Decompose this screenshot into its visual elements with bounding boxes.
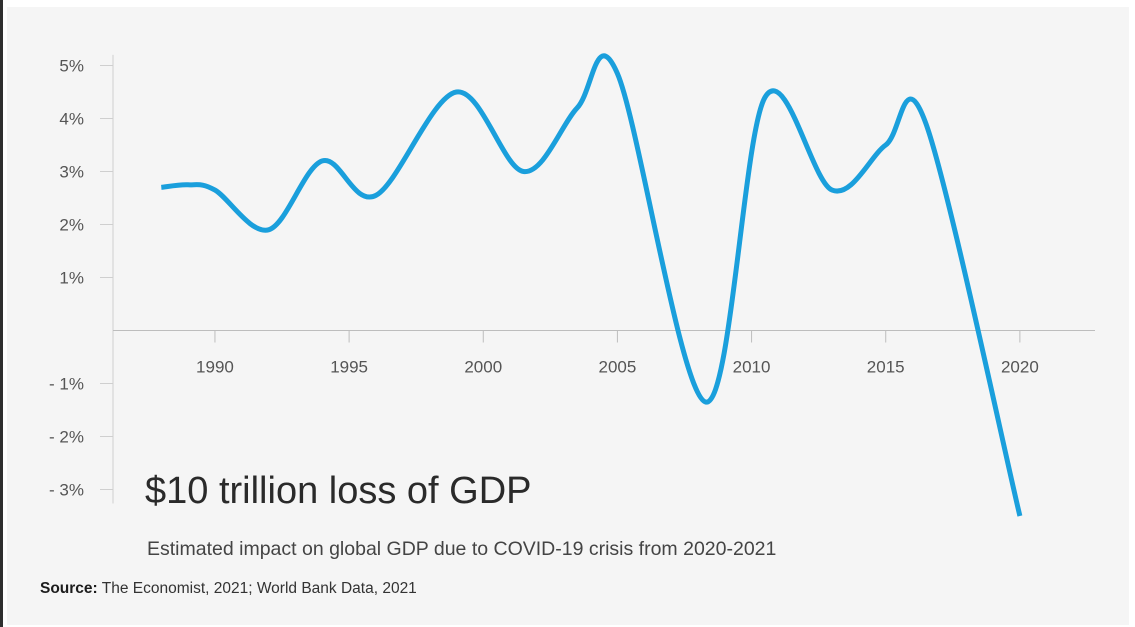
chart-subtitle: Estimated impact on global GDP due to CO… (147, 538, 777, 560)
x-axis-ticks: 1990 1995 2000 2005 2010 2015 2020 (196, 330, 1039, 377)
x-tick-label: 2000 (464, 358, 502, 377)
x-tick-label: 1995 (330, 358, 368, 377)
source-note: Source: The Economist, 2021; World Bank … (40, 580, 417, 598)
y-tick-label: - 2% (49, 428, 84, 447)
series-layer (161, 53, 1023, 517)
left-border (0, 0, 3, 627)
series-line-gdp-growth (161, 53, 1023, 517)
y-tick-label: 2% (59, 216, 84, 235)
x-tick-label: 2005 (599, 358, 637, 377)
y-tick-label: - 3% (49, 481, 84, 500)
source-label: Source: (40, 580, 98, 597)
axes (112, 54, 1095, 504)
chart-title: $10 trillion loss of GDP (145, 470, 532, 512)
y-tick-label: 5% (59, 57, 84, 76)
x-tick-label: 1990 (196, 358, 234, 377)
y-tick-label: 1% (59, 269, 84, 288)
y-tick-label: 3% (59, 163, 84, 182)
y-axis-ticks: 5% 4% 3% 2% 1% - 1% - 2% - 3% (49, 57, 113, 500)
y-tick-label: 4% (59, 110, 84, 129)
x-tick-label: 2020 (1001, 358, 1039, 377)
y-tick-label: - 1% (49, 375, 84, 394)
x-tick-label: 2010 (733, 358, 771, 377)
source-text: The Economist, 2021; World Bank Data, 20… (101, 580, 417, 597)
x-tick-label: 2015 (867, 358, 905, 377)
chart-panel (7, 7, 1129, 625)
